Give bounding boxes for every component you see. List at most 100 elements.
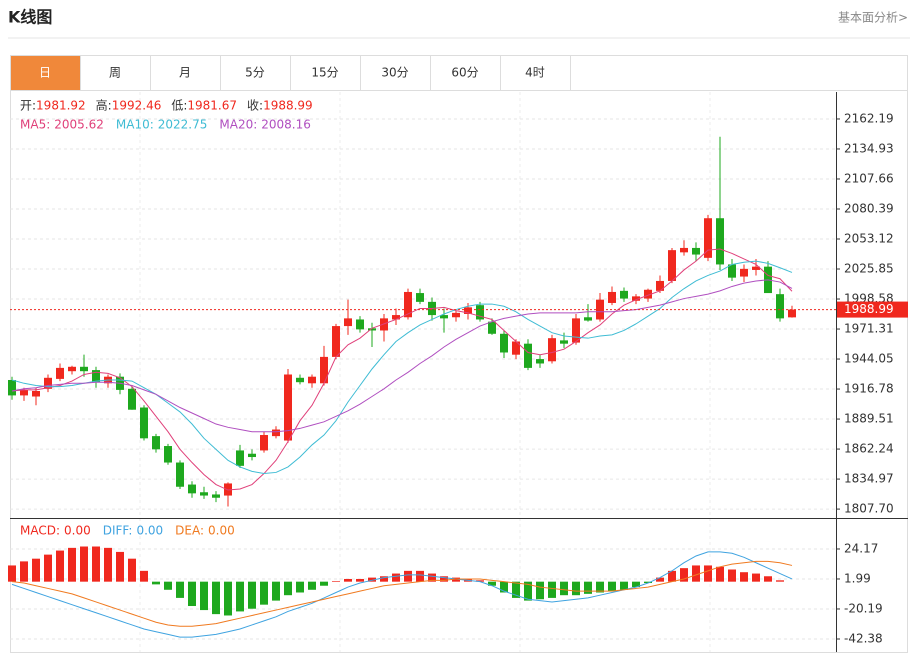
macd-bar bbox=[452, 577, 460, 582]
candle-body bbox=[560, 340, 568, 344]
macd-bar bbox=[692, 565, 700, 582]
macd-bar bbox=[272, 581, 280, 601]
tab-label[interactable]: 周 bbox=[109, 66, 121, 80]
macd-bar bbox=[152, 581, 160, 585]
macd-bar bbox=[356, 578, 364, 582]
macd-bar bbox=[476, 580, 484, 582]
candle-body bbox=[272, 429, 280, 437]
macd-bar bbox=[632, 581, 640, 588]
candle-body bbox=[680, 247, 688, 253]
tab-label[interactable]: 60分 bbox=[451, 66, 478, 80]
tab[interactable] bbox=[10, 55, 81, 91]
candle-body bbox=[20, 389, 28, 396]
macd-bar bbox=[32, 558, 40, 582]
tab[interactable] bbox=[360, 55, 431, 91]
macd-bar bbox=[740, 572, 748, 582]
tab-label[interactable]: 5分 bbox=[245, 66, 265, 80]
ma-line bbox=[11, 260, 793, 475]
candle-body bbox=[68, 366, 76, 372]
macd-bar bbox=[368, 577, 376, 582]
candle-body bbox=[236, 450, 244, 466]
macd-bar bbox=[680, 568, 688, 582]
macd-bar bbox=[128, 558, 136, 582]
candle-body bbox=[224, 483, 232, 496]
candle-body bbox=[212, 494, 220, 498]
macd-bar bbox=[620, 581, 628, 590]
candle-body bbox=[140, 407, 148, 439]
last-price-box bbox=[837, 301, 908, 318]
candle-body bbox=[500, 333, 508, 353]
macd-bar bbox=[524, 581, 532, 601]
tab-label[interactable]: 4时 bbox=[525, 66, 545, 80]
macd-bar bbox=[20, 561, 28, 582]
fundamental-link[interactable]: 基本面分析> bbox=[838, 11, 908, 25]
dea-line bbox=[11, 560, 793, 627]
macd-bar bbox=[320, 581, 328, 586]
y-tick-label: 1944.05 bbox=[844, 352, 894, 366]
macd-bar bbox=[188, 581, 196, 607]
macd-bar bbox=[212, 581, 220, 615]
macd-bar bbox=[392, 573, 400, 582]
candle-body bbox=[644, 289, 652, 299]
candle-body bbox=[692, 247, 700, 255]
macd-bar bbox=[80, 546, 88, 582]
macd-bar bbox=[56, 550, 64, 582]
macd-bar bbox=[68, 547, 76, 582]
y-tick-label: 2162.19 bbox=[844, 111, 894, 125]
info-value: 2022.75 bbox=[158, 118, 208, 132]
y-tick-label: 2080.39 bbox=[844, 201, 894, 215]
candle-body bbox=[56, 367, 64, 379]
macd-tick-label: 1.99 bbox=[844, 571, 871, 585]
macd-bar bbox=[704, 565, 712, 582]
macd-bar bbox=[596, 581, 604, 593]
candle-body bbox=[356, 319, 364, 330]
macd-tick-label: 24.17 bbox=[844, 541, 878, 555]
macd-bar bbox=[296, 581, 304, 593]
candle-body bbox=[188, 484, 196, 494]
macd-bar bbox=[116, 551, 124, 582]
y-tick-label: 1862.24 bbox=[844, 442, 894, 456]
macd-bar bbox=[176, 581, 184, 598]
candle-body bbox=[296, 377, 304, 383]
macd-bar bbox=[44, 554, 52, 582]
candle-body bbox=[584, 317, 592, 321]
candle-body bbox=[92, 370, 100, 383]
candle-body bbox=[8, 379, 16, 396]
y-tick-label: 2134.93 bbox=[844, 141, 894, 155]
info-label: 高: bbox=[96, 98, 112, 113]
candle-body bbox=[152, 436, 160, 450]
y-tick-label: 2107.66 bbox=[844, 171, 894, 185]
macd-bar bbox=[512, 581, 520, 598]
macd-bar bbox=[644, 581, 652, 584]
candle-body bbox=[524, 343, 532, 368]
candle-body bbox=[740, 268, 748, 277]
y-tick-label: 2025.85 bbox=[844, 262, 894, 276]
candle-body bbox=[380, 318, 388, 331]
tab[interactable] bbox=[500, 55, 571, 91]
candle-body bbox=[200, 492, 208, 496]
macd-tick-label: -42.38 bbox=[844, 631, 883, 645]
candle-body bbox=[308, 376, 316, 384]
tab-label[interactable]: 月 bbox=[179, 66, 191, 80]
macd-bar bbox=[560, 581, 568, 596]
macd-bar bbox=[224, 581, 232, 616]
tab-label[interactable]: 15分 bbox=[311, 66, 338, 80]
candle-body bbox=[512, 341, 520, 355]
candle-body bbox=[332, 326, 340, 357]
macd-bar bbox=[164, 581, 172, 590]
y-tick-label: 1916.78 bbox=[844, 382, 894, 396]
macd-bar bbox=[572, 581, 580, 596]
macd-bar bbox=[8, 565, 16, 582]
candle-body bbox=[248, 453, 256, 458]
macd-bar bbox=[584, 581, 592, 594]
tab-label[interactable]: 30分 bbox=[381, 66, 408, 80]
tab[interactable] bbox=[220, 55, 291, 91]
candle-body bbox=[716, 218, 724, 265]
candle-body bbox=[128, 388, 136, 410]
tab[interactable] bbox=[80, 55, 151, 91]
tab[interactable] bbox=[150, 55, 221, 91]
tab-label[interactable]: 日 bbox=[39, 66, 51, 80]
ma-line bbox=[11, 248, 793, 491]
candle-body bbox=[632, 296, 640, 301]
